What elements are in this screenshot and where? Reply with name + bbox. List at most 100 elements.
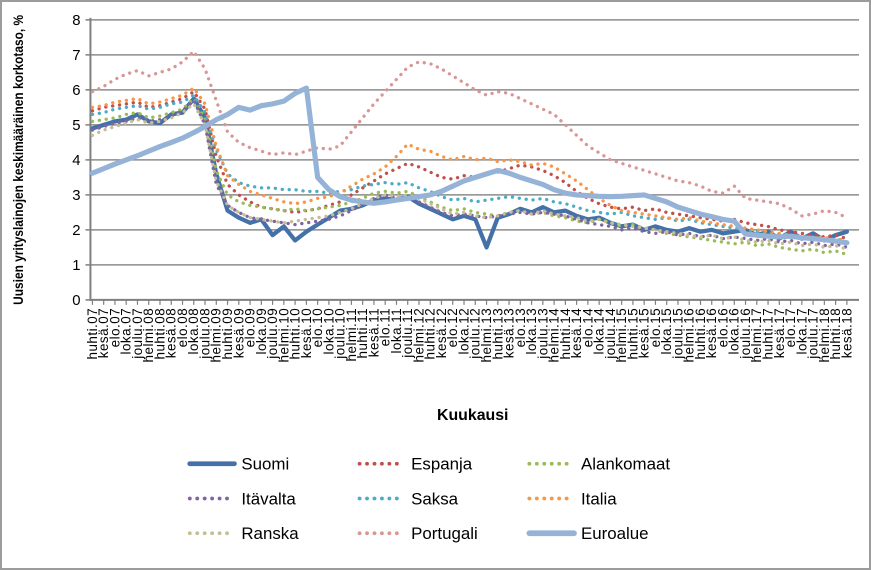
legend-label-italia: Italia: [581, 489, 617, 508]
legend-item-saksa: Saksa: [357, 489, 459, 508]
y-axis-title: Uusien yrityslainojen keskimääräinen kor…: [10, 15, 26, 305]
x-tick-label: huhti.14: [558, 308, 573, 360]
series-line-itävalta: [90, 98, 849, 250]
x-tick-label: joulu.15: [670, 308, 685, 360]
x-tick-label: elo.11: [378, 308, 393, 346]
x-tick-label: loka.16: [727, 308, 742, 355]
x-tick-label: elo.10: [310, 308, 325, 347]
x-tick-label: huhti.07: [85, 308, 100, 360]
y-tick-label: 2: [72, 223, 80, 239]
y-tick-label: 6: [72, 83, 80, 99]
x-axis-title: Kuukausi: [437, 407, 508, 424]
legend-item-itävalta: Itävalta: [187, 489, 296, 508]
x-tick-label: loka.11: [389, 308, 404, 354]
legend-label-itävalta: Itävalta: [241, 489, 296, 508]
y-tick-label: 7: [72, 48, 80, 64]
legend-label-alankomaat: Alankomaat: [581, 455, 670, 474]
x-tick-label: elo.12: [445, 308, 460, 347]
legend-label-euroalue: Euroalue: [581, 524, 649, 543]
x-tick-label: joulu.08: [197, 308, 212, 360]
legend-item-alankomaat: Alankomaat: [527, 455, 670, 474]
x-tick-label: elo.14: [580, 308, 595, 348]
x-tick-label: helmi.14: [547, 308, 562, 363]
legend-item-euroalue: Euroalue: [526, 524, 649, 543]
x-tick-label: helmi.15: [614, 308, 629, 363]
x-tick-label: loka.13: [524, 308, 539, 355]
x-tick-label: elo.08: [175, 308, 190, 347]
x-tick-label: joulu.16: [738, 308, 753, 360]
x-tick-label: kesä.17: [772, 308, 787, 358]
x-tick-label: huhti.09: [220, 308, 235, 360]
axes: [85, 17, 860, 305]
legend-item-espanja: Espanja: [357, 455, 473, 474]
x-tick-label: helmi.18: [817, 308, 832, 363]
x-tick-label: helmi.13: [479, 308, 494, 363]
y-tick-label: 5: [72, 118, 80, 134]
x-tick-label: kesä.14: [569, 308, 584, 358]
x-tick-label: kesä.08: [164, 308, 179, 358]
x-tick-label: huhti.17: [761, 308, 776, 360]
x-tick-label: elo.15: [648, 308, 663, 347]
y-tick-label: 8: [72, 13, 80, 29]
x-tick-label: huhti.15: [625, 308, 640, 360]
x-tick-label: loka.09: [254, 308, 269, 355]
series-line-portugali: [90, 49, 849, 220]
x-tick-label: joulu.17: [806, 308, 821, 360]
x-tick-label: kesä.15: [637, 308, 652, 358]
x-tick-label: loka.08: [186, 308, 201, 355]
x-tick-label: kesä.13: [502, 308, 517, 358]
x-tick-label: helmi.10: [276, 308, 291, 363]
x-tick-label: joulu.14: [603, 308, 618, 360]
x-tick-label: elo.17: [783, 308, 798, 347]
x-tick-label: kesä.09: [231, 308, 246, 358]
x-tick-label: helmi.16: [682, 308, 697, 363]
x-tick-label: elo.09: [243, 308, 258, 347]
x-tick-label: huhti.10: [288, 308, 303, 360]
x-tick-label: helmi.12: [411, 308, 426, 363]
x-tick-label: loka.10: [321, 308, 336, 355]
x-tick-label: joulu.12: [468, 308, 483, 360]
x-axis-tick-labels: huhti.07kesä.07elo.07loka.07joulu.07helm…: [85, 308, 854, 363]
x-tick-label: helmi.17: [749, 308, 764, 363]
legend-label-suomi: Suomi: [241, 455, 289, 474]
series-line-alankomaat: [90, 96, 849, 257]
x-tick-label: huhti.13: [490, 308, 505, 360]
series-line-ranska: [90, 102, 849, 251]
y-tick-label: 3: [72, 188, 80, 204]
legend-label-saksa: Saksa: [411, 489, 459, 508]
legend-item-ranska: Ranska: [187, 524, 299, 543]
x-tick-label: kesä.11: [366, 308, 381, 357]
x-tick-label: loka.12: [456, 308, 471, 355]
x-tick-label: huhti.11: [355, 308, 370, 359]
x-tick-label: elo.16: [715, 308, 730, 347]
legend: Suomi Espanja Alankomaat Itävalta Saksa Itali…: [187, 455, 670, 543]
x-tick-label: joulu.13: [535, 308, 550, 360]
x-tick-label: elo.07: [107, 308, 122, 347]
x-tick-label: elo.13: [513, 308, 528, 347]
x-tick-label: kesä.07: [96, 308, 111, 358]
legend-item-suomi: Suomi: [187, 455, 289, 474]
x-tick-label: helmi.11: [344, 308, 359, 362]
y-tick-label: 1: [72, 258, 80, 274]
x-tick-label: joulu.09: [265, 308, 280, 360]
legend-item-portugali: Portugali: [357, 524, 478, 543]
y-axis-tick-labels: 0 1 2 3 4 5 6 7 8: [72, 13, 80, 309]
x-tick-label: helmi.09: [209, 308, 224, 363]
x-tick-label: helmi.08: [141, 308, 156, 363]
legend-label-espanja: Espanja: [411, 455, 473, 474]
series-line-italia: [90, 86, 849, 243]
x-tick-label: huhti.16: [693, 308, 708, 360]
y-tick-label: 4: [72, 153, 80, 169]
x-tick-label: joulu.10: [333, 308, 348, 360]
x-tick-label: kesä.16: [704, 308, 719, 358]
x-tick-label: loka.15: [659, 308, 674, 355]
x-tick-label: loka.14: [592, 308, 607, 355]
x-tick-label: loka.07: [119, 308, 134, 355]
x-tick-label: huhti.18: [828, 308, 843, 360]
series-line-suomi: [90, 96, 850, 250]
x-tick-label: huhti.12: [423, 308, 438, 360]
legend-label-portugali: Portugali: [411, 524, 478, 543]
x-tick-label: joulu.07: [130, 308, 145, 360]
